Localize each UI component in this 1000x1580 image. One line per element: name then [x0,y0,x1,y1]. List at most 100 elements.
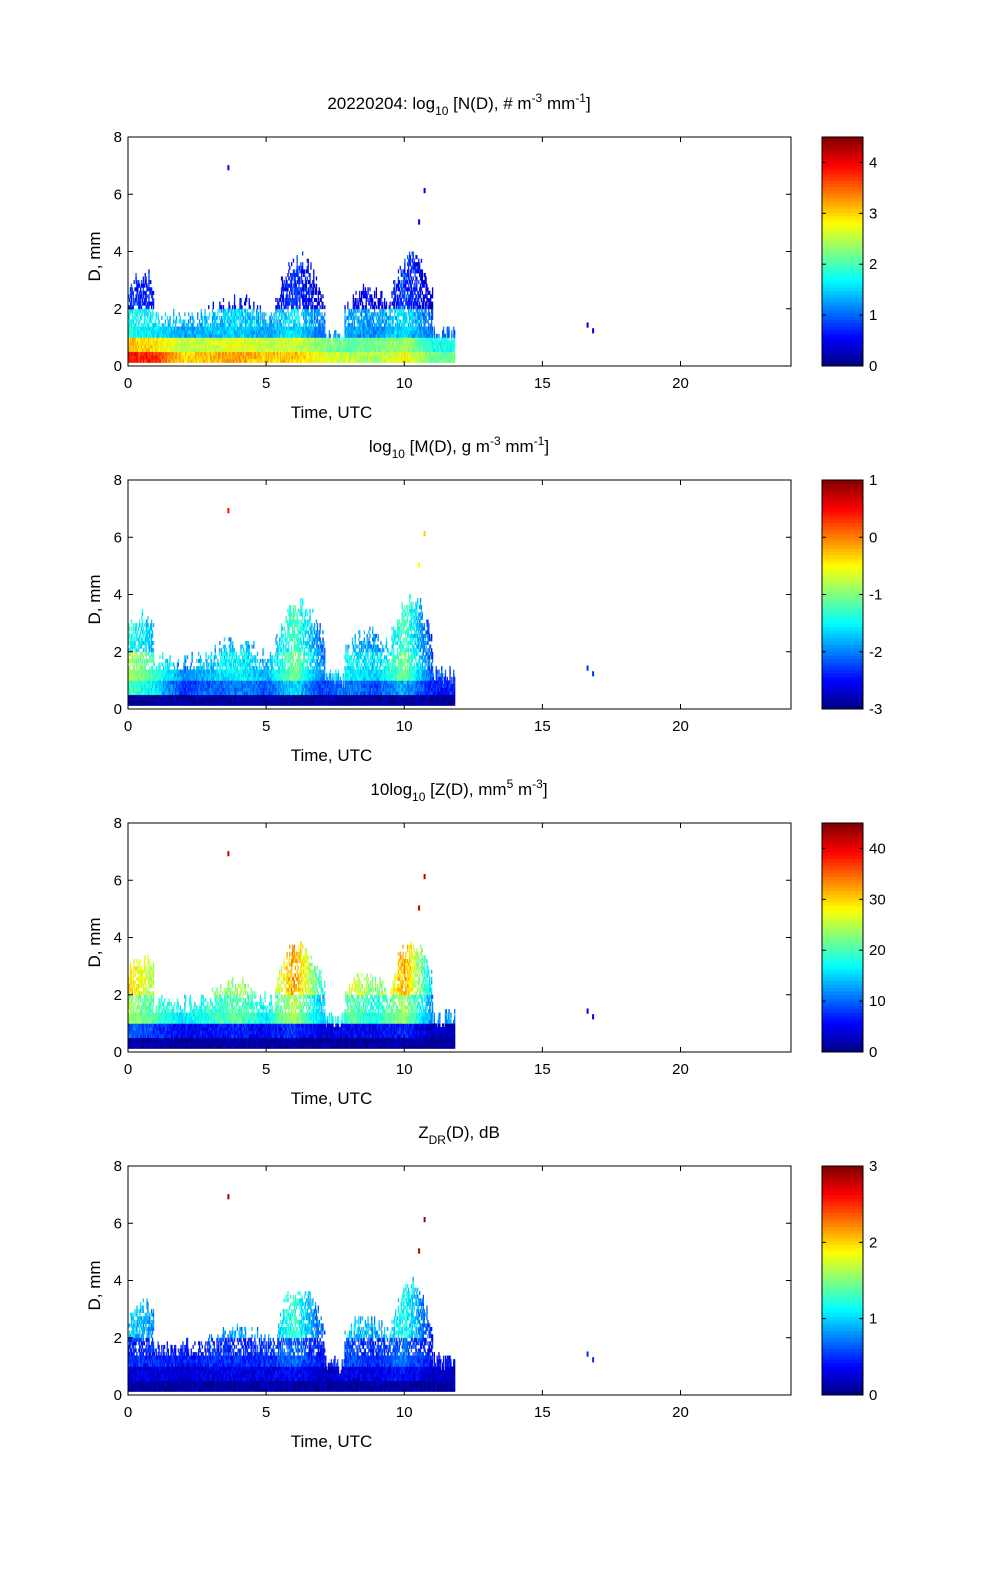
heatmap-cell [312,315,314,320]
heatmap-cell [296,301,298,306]
heatmap-cell [299,280,301,285]
heatmap-cell [154,348,157,353]
heatmap-cell [299,358,301,363]
heatmap-cell [129,305,132,310]
heatmap-cell [292,326,295,331]
heatmap-cell [245,323,248,328]
heatmap-cell [364,358,367,363]
heatmap-cell [240,344,242,349]
heatmap-cell [259,323,262,328]
heatmap-cell [307,287,309,292]
heatmap-cell [358,301,360,306]
heatmap-cell [307,348,309,353]
heatmap-cell [151,301,154,306]
heatmap-cell [283,341,285,345]
heatmap-cell [305,337,308,342]
heatmap-cell [165,348,168,353]
heatmap-cell [349,323,351,328]
heatmap-cell [313,290,315,295]
heatmap-cell [233,333,236,338]
heatmap-cell [240,315,242,320]
heatmap-cell [294,298,297,302]
heatmap-cell [324,344,326,349]
heatmap-cell [354,348,356,353]
heatmap-cell [198,341,201,345]
heatmap-cell [310,330,312,335]
heatmap-cell [410,269,413,274]
heatmap-cell [411,290,413,295]
heatmap-cell [334,330,336,335]
heatmap-cell [196,330,198,335]
heatmap-cell [167,323,169,328]
heatmap-cell [353,301,355,306]
heatmap-cell [314,312,316,317]
heatmap-cell [303,358,305,363]
heatmap-cell [175,337,177,342]
heatmap-cell [138,305,140,310]
heatmap-cell [324,348,326,353]
heatmap-cell [296,333,298,338]
heatmap-cell [319,330,321,335]
heatmap-cell [305,298,308,302]
heatmap-cell [396,287,398,292]
heatmap-cell [256,312,258,317]
heatmap-cell [345,351,347,356]
heatmap-cell [204,355,206,360]
heatmap-cell [220,323,222,328]
heatmap-cell [301,273,303,277]
heatmap-cell [213,330,215,335]
heatmap-cell [266,333,268,338]
heatmap-cell [205,337,207,342]
heatmap-cell [202,341,204,345]
heatmap-cell [151,294,153,299]
heatmap-cell [175,323,177,328]
heatmap-cell [157,315,159,320]
heatmap-cell [300,355,302,360]
heatmap-cell [170,348,172,353]
heatmap-cell [193,355,195,360]
heatmap-cell [355,298,357,302]
heatmap-cell [301,276,303,281]
heatmap-cell [297,315,299,320]
heatmap-cell [142,326,145,331]
heatmap-cell [144,323,146,328]
heatmap-cell [240,330,242,335]
heatmap-cell [196,333,198,338]
heatmap-cell [426,301,428,306]
heatmap-cell [245,337,248,342]
heatmap-cell [309,298,311,302]
heatmap-cell [129,287,132,292]
heatmap-cell [212,323,215,328]
heatmap-cell [290,355,292,360]
heatmap-cell [264,348,266,353]
heatmap-cell [236,326,239,331]
heatmap-cell [310,319,312,324]
heatmap-cell [145,330,147,335]
heatmap-cell [152,323,155,328]
heatmap-cell [208,326,210,331]
heatmap-cell [146,326,148,331]
heatmap-cell [272,351,274,356]
heatmap-cell [251,337,253,342]
heatmap-cell [262,330,264,335]
heatmap-cell [199,337,202,342]
heatmap-cell [304,323,307,328]
heatmap-cell [230,358,232,363]
heatmap-cell [231,330,233,335]
heatmap-cell [319,298,321,302]
heatmap-cell [154,355,157,360]
heatmap-cell [208,330,210,335]
heatmap-cell [314,308,317,313]
heatmap-cell [200,351,203,356]
heatmap-cell [221,330,224,335]
heatmap-cell [183,348,185,353]
heatmap-cell [233,341,235,345]
heatmap-cell [236,344,239,349]
heatmap-cell [319,290,321,295]
heatmap-cell [310,344,312,349]
heatmap-cell [156,341,158,345]
heatmap-cell [289,358,291,363]
heatmap-cell [291,337,293,342]
heatmap-cell [318,290,320,295]
heatmap-cell [173,330,175,335]
